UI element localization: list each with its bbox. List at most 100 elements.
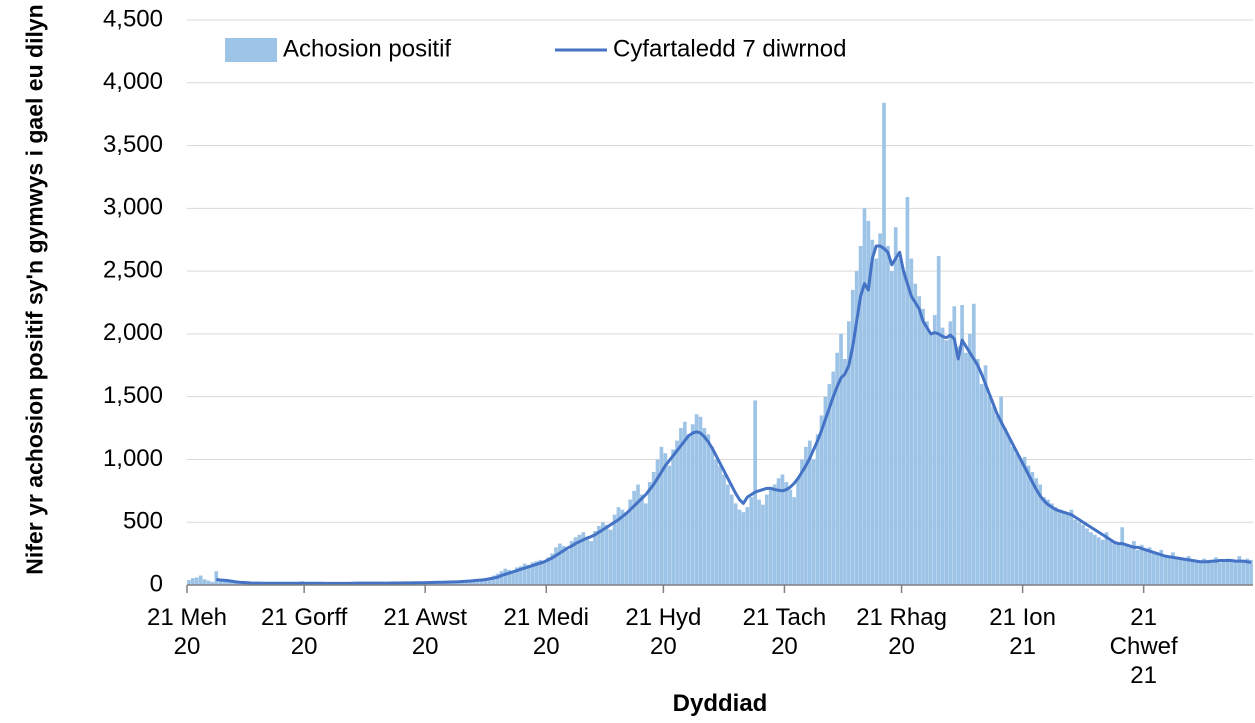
bar <box>675 440 679 585</box>
bar <box>1124 546 1128 585</box>
bar <box>968 333 972 585</box>
bar <box>1245 558 1249 585</box>
bar <box>1194 559 1199 585</box>
bar <box>796 478 800 585</box>
bar <box>1089 532 1093 585</box>
bar <box>694 414 699 585</box>
bar <box>569 541 574 585</box>
bar <box>1171 552 1175 585</box>
bar <box>1175 557 1179 585</box>
bar <box>1050 503 1054 585</box>
bar <box>608 529 613 585</box>
bar <box>1182 558 1187 585</box>
bar <box>526 564 531 585</box>
bar <box>472 579 476 585</box>
bar <box>768 489 773 585</box>
y-tick-label: 1,500 <box>103 382 163 409</box>
bar <box>237 582 242 585</box>
bar <box>702 428 707 585</box>
x-tick-label: 21 Tach 20 <box>742 604 827 660</box>
y-axis-title: Nifer yr achosion positif sy'n gymwys i … <box>21 4 48 575</box>
y-tick-label: 500 <box>123 508 163 535</box>
bar <box>616 507 621 585</box>
bar <box>831 371 836 585</box>
bar <box>815 434 820 585</box>
y-tick-label: 3,500 <box>103 131 163 158</box>
bar <box>749 497 754 585</box>
bar <box>1202 558 1207 585</box>
bar <box>581 532 586 585</box>
bar <box>554 547 558 585</box>
bar <box>456 581 461 585</box>
x-tick-label: 21 Chwef 21 <box>1109 604 1178 689</box>
bar <box>1221 559 1226 585</box>
bar <box>194 577 199 585</box>
bar <box>491 575 496 585</box>
bar <box>1233 559 1238 585</box>
bar <box>725 484 730 585</box>
bar <box>917 296 921 585</box>
bar <box>1249 559 1253 585</box>
bar <box>507 569 511 585</box>
bar <box>663 453 668 585</box>
bar <box>624 512 629 585</box>
bar <box>1018 459 1023 585</box>
y-tick-label: 1,000 <box>103 445 163 472</box>
bar <box>819 415 824 585</box>
bar <box>690 424 695 585</box>
x-tick-label: 21 Medi 20 <box>503 604 589 660</box>
bar <box>776 478 781 585</box>
bar <box>807 440 812 585</box>
bar <box>632 490 636 585</box>
bar <box>800 459 804 585</box>
bar <box>659 446 664 585</box>
bar <box>503 568 508 585</box>
bar <box>823 396 828 585</box>
bar <box>991 406 996 585</box>
bar <box>476 579 480 585</box>
bar <box>901 271 906 585</box>
bar <box>936 256 941 585</box>
bar <box>854 271 859 585</box>
bar <box>971 303 976 585</box>
bar <box>1116 542 1121 585</box>
bar <box>983 365 988 585</box>
bar <box>612 514 617 585</box>
bar <box>495 573 500 585</box>
bar <box>440 582 445 585</box>
y-tick-label: 0 <box>150 570 163 597</box>
bar <box>757 499 761 585</box>
y-tick-label: 3,000 <box>103 194 163 221</box>
bar <box>187 579 191 585</box>
bar <box>468 580 472 585</box>
bar <box>1210 561 1214 585</box>
bar <box>1022 456 1027 585</box>
bar <box>1011 446 1015 585</box>
bar <box>561 546 566 585</box>
bar <box>1147 547 1152 585</box>
bar <box>862 208 867 586</box>
bar <box>233 582 238 585</box>
bar <box>519 566 523 585</box>
bar <box>1093 534 1097 585</box>
bar <box>1135 549 1140 585</box>
bar <box>1237 556 1242 585</box>
bar <box>878 233 882 585</box>
bar <box>1026 465 1031 585</box>
bar <box>1038 484 1043 585</box>
bar <box>1225 558 1230 585</box>
bar <box>1065 514 1070 585</box>
bar <box>483 578 488 585</box>
bar <box>444 582 449 585</box>
bar <box>1128 547 1132 585</box>
bar <box>522 563 527 585</box>
bar <box>604 524 609 585</box>
bar <box>940 327 945 585</box>
bar <box>979 384 984 585</box>
bar <box>534 561 539 585</box>
bar <box>464 580 469 585</box>
bar <box>198 575 203 585</box>
bar <box>1178 559 1183 585</box>
